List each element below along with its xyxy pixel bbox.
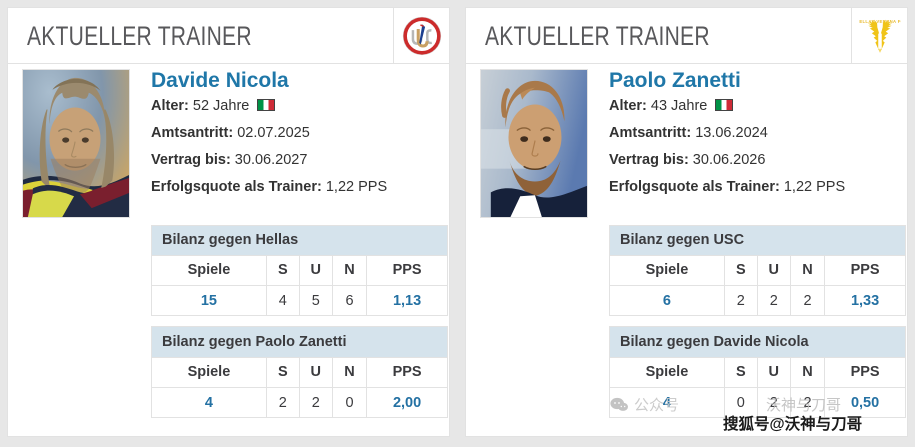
svg-text:HELLAS VERONA FC: HELLAS VERONA FC — [859, 19, 901, 24]
